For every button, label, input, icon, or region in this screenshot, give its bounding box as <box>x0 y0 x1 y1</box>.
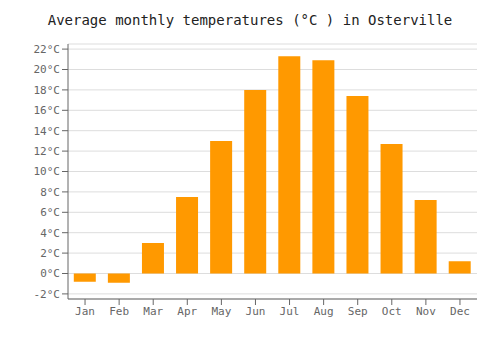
svg-text:May: May <box>211 305 231 318</box>
svg-text:Sep: Sep <box>348 305 368 318</box>
svg-text:Dec: Dec <box>450 305 470 318</box>
svg-text:-2°C: -2°C <box>34 288 61 301</box>
svg-text:18°C: 18°C <box>34 84 61 97</box>
svg-text:Jul: Jul <box>280 305 300 318</box>
svg-text:20°C: 20°C <box>34 63 61 76</box>
svg-text:8°C: 8°C <box>40 186 60 199</box>
svg-text:12°C: 12°C <box>34 145 61 158</box>
svg-text:Aug: Aug <box>314 305 334 318</box>
svg-text:6°C: 6°C <box>40 206 60 219</box>
svg-text:Feb: Feb <box>109 305 129 318</box>
svg-text:14°C: 14°C <box>34 125 61 138</box>
svg-text:Apr: Apr <box>177 305 197 318</box>
html-text:Average monthly temperatures (: Average monthly temperatures (°C ) in Os… <box>47 12 453 28</box>
svg-text:Nov: Nov <box>416 305 436 318</box>
svg-text:22°C: 22°C <box>34 43 61 56</box>
svg-text:0°C: 0°C <box>40 267 60 280</box>
svg-text:Oct: Oct <box>382 305 402 318</box>
svg-text:16°C: 16°C <box>34 104 61 117</box>
svg-text:10°C: 10°C <box>34 165 61 178</box>
svg-text:2°C: 2°C <box>40 247 60 260</box>
svg-text:Mar: Mar <box>143 305 163 318</box>
svg-text:Jan: Jan <box>75 305 95 318</box>
svg-text:4°C: 4°C <box>40 227 60 240</box>
svg-text:Jun: Jun <box>246 305 266 318</box>
